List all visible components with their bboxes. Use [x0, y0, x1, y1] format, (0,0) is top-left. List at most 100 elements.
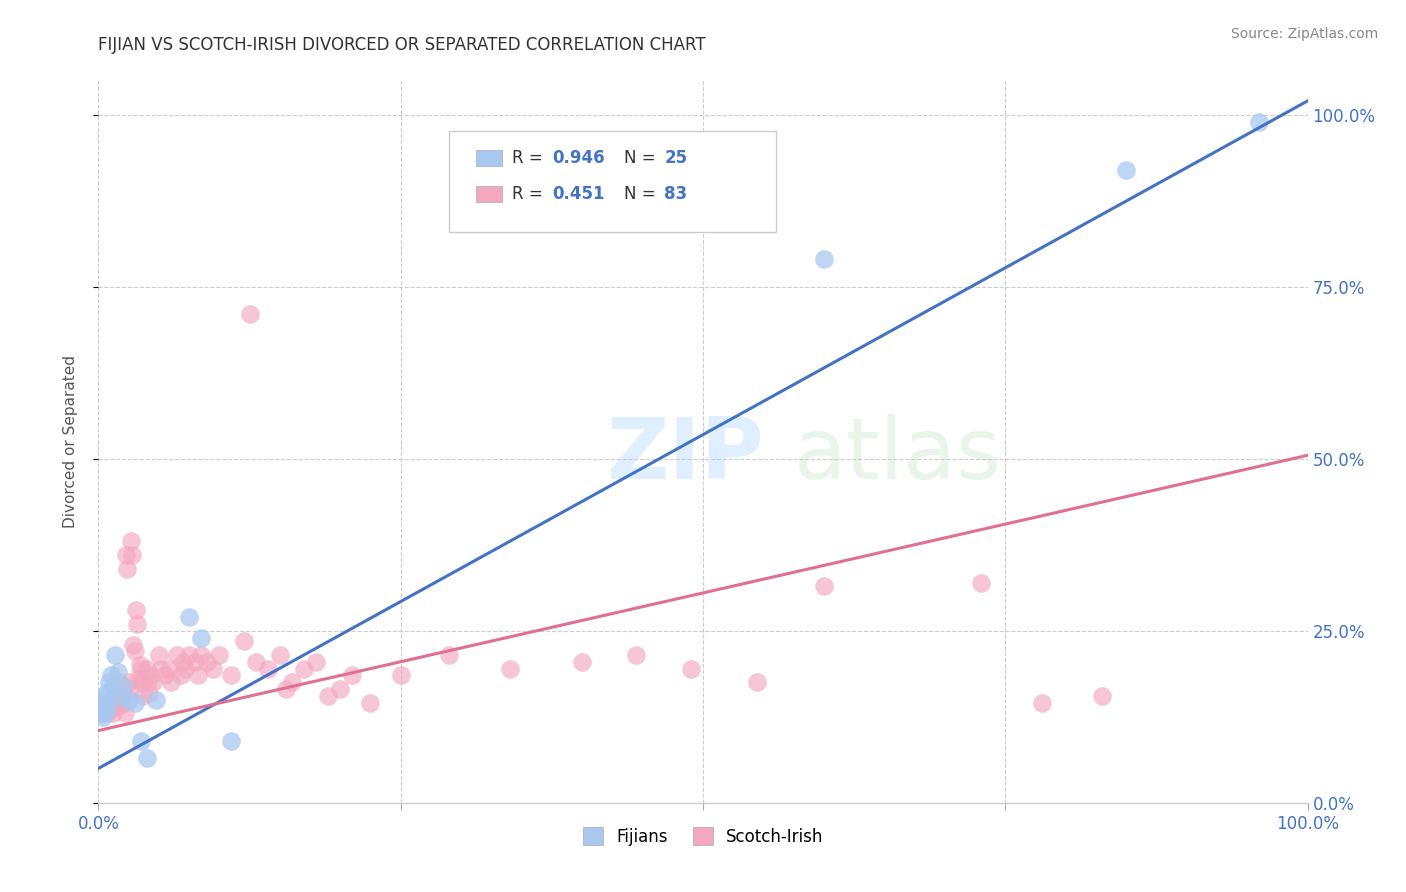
Point	[571, 655, 593, 669]
Text: N =: N =	[624, 186, 661, 203]
Point	[221, 734, 243, 748]
Point	[117, 562, 139, 576]
Point	[107, 699, 129, 714]
Point	[208, 648, 231, 662]
Text: R =: R =	[512, 149, 548, 168]
Y-axis label: Divorced or Separated: Divorced or Separated	[63, 355, 77, 528]
Point	[389, 668, 412, 682]
Point	[124, 644, 146, 658]
Point	[124, 696, 146, 710]
Point	[135, 751, 157, 765]
Point	[437, 648, 460, 662]
Point	[269, 648, 291, 662]
Point	[134, 672, 156, 686]
FancyBboxPatch shape	[475, 151, 502, 166]
Point	[150, 662, 173, 676]
Point	[93, 689, 115, 703]
Point	[98, 675, 121, 690]
Point	[129, 734, 152, 748]
Point	[104, 699, 127, 714]
Point	[91, 710, 114, 724]
Point	[1031, 696, 1053, 710]
Point	[131, 675, 153, 690]
Point	[136, 675, 159, 690]
FancyBboxPatch shape	[475, 186, 502, 202]
Point	[190, 648, 212, 662]
Text: Source: ZipAtlas.com: Source: ZipAtlas.com	[1230, 27, 1378, 41]
Text: 0.451: 0.451	[551, 186, 605, 203]
Text: 0.946: 0.946	[551, 149, 605, 168]
Point	[172, 655, 194, 669]
Point	[157, 662, 180, 676]
Point	[498, 662, 520, 676]
Point	[316, 689, 339, 703]
Point	[679, 662, 702, 676]
Point	[100, 692, 122, 706]
Point	[118, 692, 141, 706]
FancyBboxPatch shape	[449, 131, 776, 232]
Point	[100, 699, 122, 714]
Point	[125, 603, 148, 617]
Point	[91, 706, 114, 721]
Point	[97, 696, 120, 710]
Point	[112, 696, 135, 710]
Point	[121, 548, 143, 562]
Point	[93, 696, 115, 710]
Point	[153, 668, 176, 682]
Point	[108, 689, 131, 703]
Point	[747, 675, 769, 690]
Point	[169, 668, 191, 682]
Point	[138, 686, 160, 700]
Point	[239, 307, 262, 321]
Point	[142, 675, 165, 690]
Point	[305, 655, 328, 669]
Text: N =: N =	[624, 149, 661, 168]
Point	[118, 675, 141, 690]
Point	[90, 706, 112, 721]
Point	[110, 696, 132, 710]
Point	[342, 668, 364, 682]
Point	[160, 675, 183, 690]
Point	[221, 668, 243, 682]
Point	[179, 610, 201, 624]
Point	[174, 662, 197, 676]
Point	[97, 696, 120, 710]
Point	[202, 662, 225, 676]
Point	[114, 706, 136, 721]
Text: R =: R =	[512, 186, 548, 203]
Point	[91, 699, 114, 714]
Point	[98, 703, 121, 717]
Point	[360, 696, 382, 710]
Point	[111, 682, 134, 697]
Point	[256, 662, 278, 676]
Text: FIJIAN VS SCOTCH-IRISH DIVORCED OR SEPARATED CORRELATION CHART: FIJIAN VS SCOTCH-IRISH DIVORCED OR SEPAR…	[98, 36, 706, 54]
Legend: Fijians, Scotch-Irish: Fijians, Scotch-Irish	[576, 821, 830, 852]
Point	[329, 682, 352, 697]
Point	[135, 662, 157, 676]
Point	[101, 679, 124, 693]
Point	[274, 682, 297, 697]
Point	[96, 703, 118, 717]
Point	[90, 706, 112, 721]
Point	[108, 675, 131, 690]
Point	[1249, 114, 1271, 128]
Point	[245, 655, 267, 669]
Point	[108, 692, 131, 706]
Point	[1115, 162, 1137, 177]
Point	[104, 648, 127, 662]
Point	[281, 675, 304, 690]
Point	[813, 252, 835, 267]
Point	[120, 534, 142, 549]
Point	[91, 696, 114, 710]
Point	[195, 655, 218, 669]
Point	[101, 706, 124, 721]
Point	[94, 686, 117, 700]
Point	[187, 668, 209, 682]
Point	[626, 648, 648, 662]
Point	[232, 634, 254, 648]
Point	[122, 638, 145, 652]
Point	[1091, 689, 1114, 703]
Point	[96, 706, 118, 721]
Text: 83: 83	[664, 186, 688, 203]
Point	[148, 648, 170, 662]
